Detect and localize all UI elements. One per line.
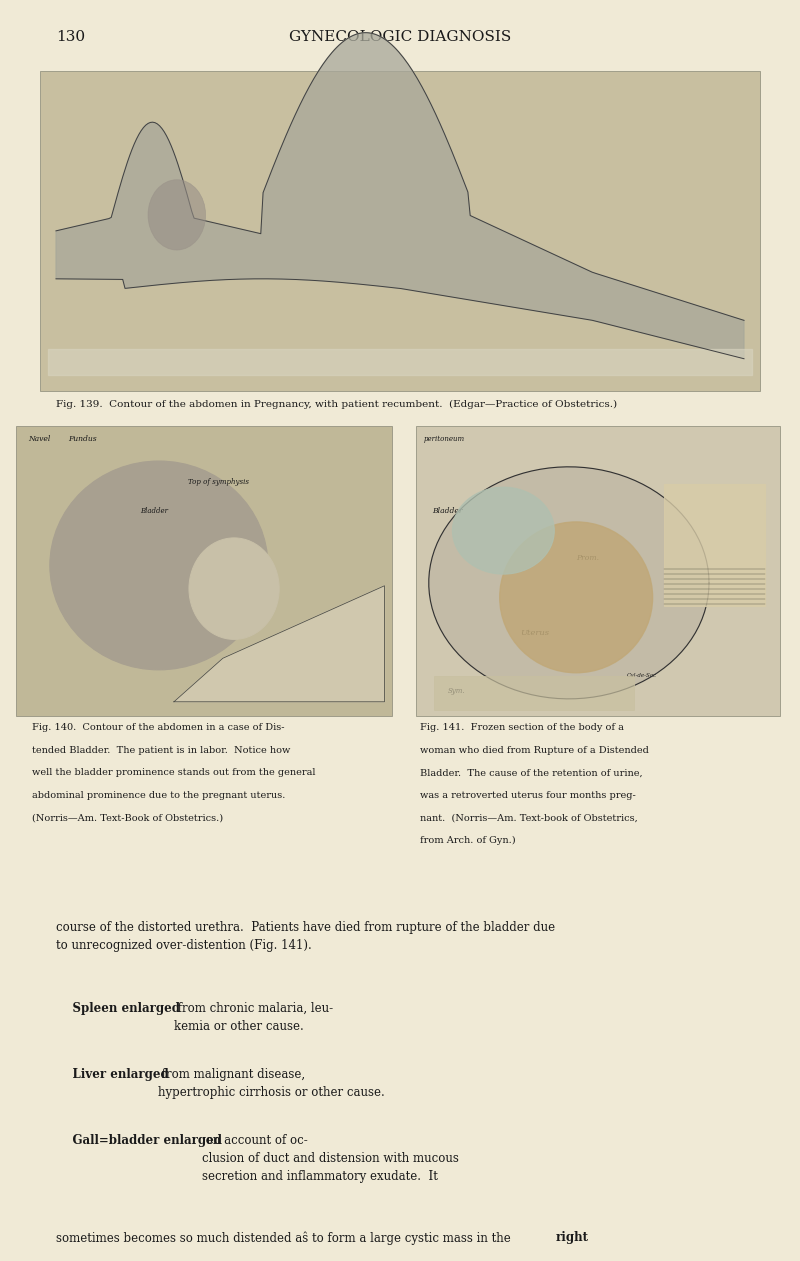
- Text: Top of symphysis: Top of symphysis: [188, 478, 249, 487]
- Text: Uterus: Uterus: [520, 629, 549, 637]
- Polygon shape: [429, 467, 709, 699]
- Text: on account of oc-
clusion of duct and distension with mucous
secretion and infla: on account of oc- clusion of duct and di…: [202, 1134, 459, 1183]
- Polygon shape: [48, 349, 752, 375]
- Text: GYNECOLOGIC DIAGNOSIS: GYNECOLOGIC DIAGNOSIS: [289, 29, 511, 44]
- Text: Prom.: Prom.: [576, 554, 599, 562]
- Text: (Norris—Am. Text-Book of Obstetrics.): (Norris—Am. Text-Book of Obstetrics.): [32, 813, 223, 822]
- Ellipse shape: [189, 538, 279, 639]
- Text: Bladder.  The cause of the retention of urine,: Bladder. The cause of the retention of u…: [420, 768, 642, 777]
- Text: Fig. 139.  Contour of the abdomen in Pregnancy, with patient recumbent.  (Edgar—: Fig. 139. Contour of the abdomen in Preg…: [56, 400, 617, 410]
- Text: well the bladder prominence stands out from the general: well the bladder prominence stands out f…: [32, 768, 315, 777]
- Ellipse shape: [50, 462, 268, 670]
- Text: peritoneum: peritoneum: [424, 435, 465, 443]
- Ellipse shape: [500, 522, 653, 673]
- FancyBboxPatch shape: [16, 426, 392, 716]
- Ellipse shape: [148, 180, 206, 250]
- Text: Cul-de-Sac: Cul-de-Sac: [627, 673, 658, 677]
- Polygon shape: [174, 586, 385, 702]
- Text: Fig. 141.  Frozen section of the body of a: Fig. 141. Frozen section of the body of …: [420, 724, 624, 733]
- Text: Spleen enlarged: Spleen enlarged: [56, 1001, 180, 1015]
- Text: 130: 130: [56, 29, 85, 44]
- Bar: [434, 676, 634, 710]
- Text: woman who died from Rupture of a Distended: woman who died from Rupture of a Distend…: [420, 745, 649, 755]
- Text: course of the distorted urethra.  Patients have died from rupture of the bladder: course of the distorted urethra. Patient…: [56, 921, 555, 952]
- Text: from chronic malaria, leu-
kemia or other cause.: from chronic malaria, leu- kemia or othe…: [174, 1001, 334, 1033]
- Bar: [663, 484, 766, 607]
- Text: abdominal prominence due to the pregnant uterus.: abdominal prominence due to the pregnant…: [32, 791, 286, 799]
- Text: was a retroverted uterus four months preg-: was a retroverted uterus four months pre…: [420, 791, 636, 799]
- Text: Navel: Navel: [28, 435, 50, 443]
- Text: from Arch. of Gyn.): from Arch. of Gyn.): [420, 836, 516, 845]
- Text: sometimes becomes so much distended aŝ to form a large cystic mass in the: sometimes becomes so much distended aŝ t…: [56, 1231, 514, 1245]
- FancyBboxPatch shape: [416, 426, 780, 716]
- Text: nant.  (Norris—Am. Text-book of Obstetrics,: nant. (Norris—Am. Text-book of Obstetric…: [420, 813, 638, 822]
- Text: tended Bladder.  The patient is in labor.  Notice how: tended Bladder. The patient is in labor.…: [32, 745, 290, 755]
- Ellipse shape: [453, 487, 554, 574]
- Text: Liver enlarged: Liver enlarged: [56, 1068, 169, 1081]
- Text: from malignant disease,
hypertrophic cirrhosis or other cause.: from malignant disease, hypertrophic cir…: [158, 1068, 384, 1098]
- Polygon shape: [56, 33, 744, 358]
- Text: right: right: [555, 1231, 588, 1245]
- FancyBboxPatch shape: [40, 71, 760, 391]
- Text: Bladder: Bladder: [432, 507, 462, 516]
- Text: Sym.: Sym.: [448, 687, 466, 695]
- Text: Fundus: Fundus: [68, 435, 97, 443]
- Text: Fig. 140.  Contour of the abdomen in a case of Dis-: Fig. 140. Contour of the abdomen in a ca…: [32, 724, 285, 733]
- Text: Bladder: Bladder: [140, 507, 168, 516]
- Text: Gall=bladder enlarged: Gall=bladder enlarged: [56, 1134, 222, 1148]
